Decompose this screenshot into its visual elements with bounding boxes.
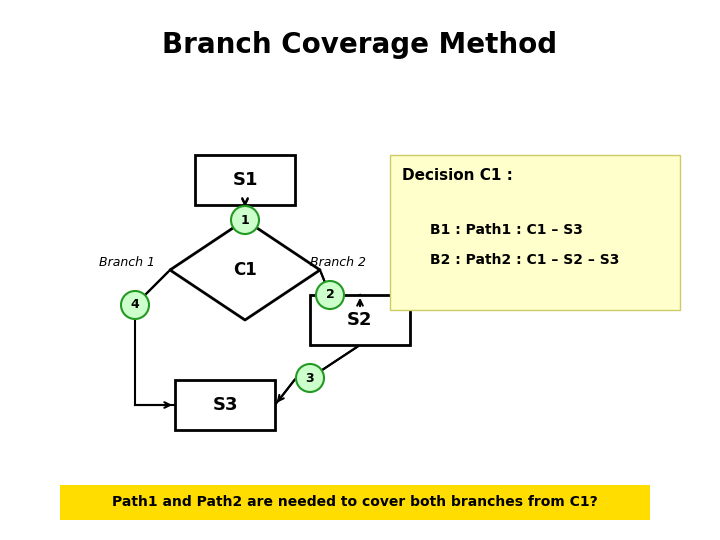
Circle shape bbox=[316, 281, 344, 309]
Text: S2: S2 bbox=[347, 311, 373, 329]
Text: B1 : Path1 : C1 – S3: B1 : Path1 : C1 – S3 bbox=[430, 223, 583, 237]
Text: S1: S1 bbox=[233, 171, 258, 189]
Text: S3: S3 bbox=[212, 396, 238, 414]
Text: 4: 4 bbox=[130, 299, 140, 312]
Circle shape bbox=[231, 206, 259, 234]
Text: C1: C1 bbox=[233, 261, 257, 279]
Text: 1: 1 bbox=[240, 213, 249, 226]
Circle shape bbox=[121, 291, 149, 319]
Text: B2 : Path2 : C1 – S2 – S3: B2 : Path2 : C1 – S2 – S3 bbox=[430, 253, 619, 267]
Text: Branch Coverage Method: Branch Coverage Method bbox=[163, 31, 557, 59]
Bar bbox=[390, 155, 680, 310]
Bar bbox=[310, 295, 410, 345]
Text: 3: 3 bbox=[306, 372, 315, 384]
Text: Decision C1 :: Decision C1 : bbox=[402, 167, 513, 183]
Text: Branch 2: Branch 2 bbox=[310, 255, 366, 268]
Text: 2: 2 bbox=[325, 288, 334, 301]
Text: Branch 1: Branch 1 bbox=[99, 255, 155, 268]
Bar bbox=[195, 155, 295, 205]
Text: Path1 and Path2 are needed to cover both branches from C1?: Path1 and Path2 are needed to cover both… bbox=[112, 496, 598, 510]
Bar bbox=[175, 380, 275, 430]
Bar bbox=[60, 485, 650, 520]
Circle shape bbox=[296, 364, 324, 392]
